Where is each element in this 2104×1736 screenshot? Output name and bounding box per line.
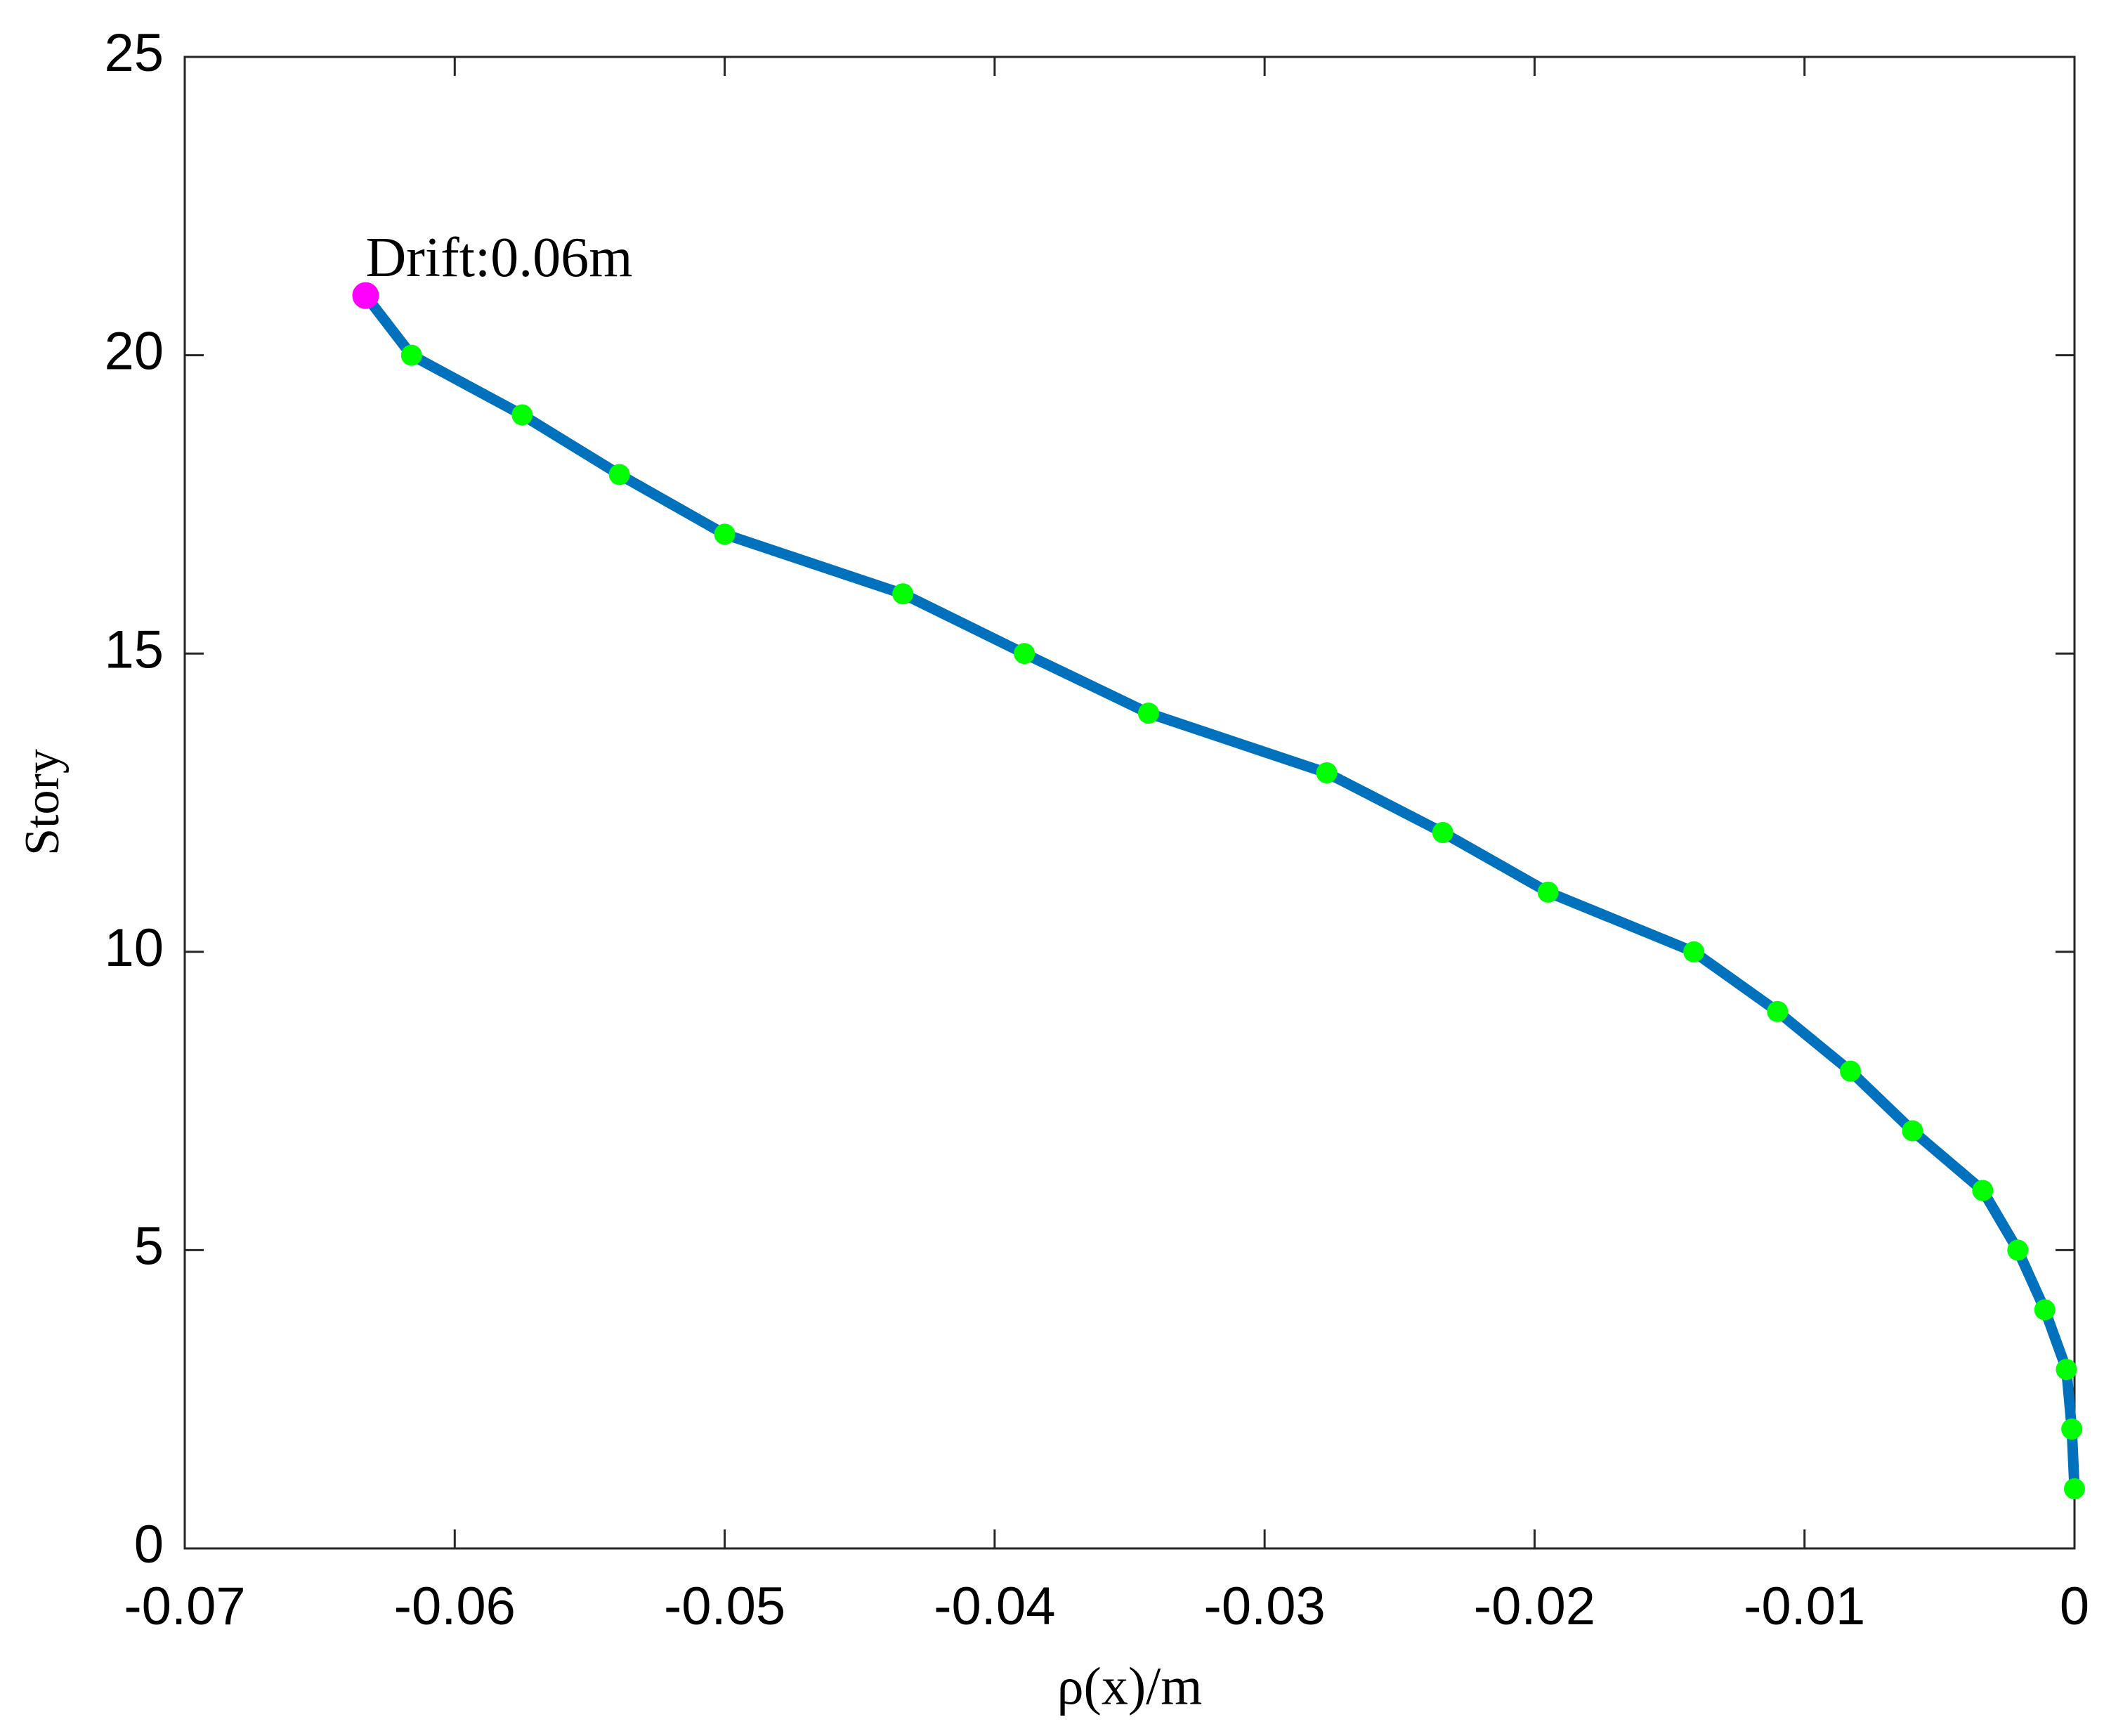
data-marker — [1767, 1000, 1789, 1022]
y-axis-label: Story — [15, 749, 70, 856]
data-marker — [1014, 643, 1035, 665]
data-marker — [511, 404, 533, 426]
data-marker — [1840, 1060, 1862, 1082]
x-axis-label: ρ(x)/m — [1057, 1657, 1203, 1716]
annotation: Drift:0.06m — [365, 227, 632, 289]
y-tick-label: 0 — [134, 1515, 164, 1574]
x-tick-label: -0.02 — [1474, 1577, 1595, 1636]
data-marker — [1972, 1180, 1994, 1201]
data-marker — [400, 344, 422, 366]
x-tick-label: 0 — [2060, 1577, 2089, 1636]
y-tick-label: 25 — [104, 23, 164, 83]
data-marker — [2056, 1359, 2077, 1381]
data-marker — [608, 464, 630, 485]
x-tick-label: -0.01 — [1744, 1577, 1865, 1636]
plot-frame — [183, 56, 2076, 1550]
data-marker — [2061, 1418, 2083, 1440]
x-tick-label: -0.04 — [934, 1577, 1055, 1636]
highlight-marker — [352, 282, 379, 309]
y-tick-label: 10 — [104, 918, 164, 978]
data-marker — [1683, 941, 1705, 962]
data-marker — [1902, 1120, 1923, 1142]
data-marker — [2007, 1239, 2029, 1261]
y-tick-label: 5 — [134, 1216, 164, 1276]
x-tick-label: -0.07 — [124, 1577, 245, 1636]
data-marker — [714, 523, 736, 545]
y-tick-label: 15 — [104, 620, 164, 679]
data-marker — [1137, 703, 1159, 724]
data-marker — [2064, 1478, 2085, 1500]
data-marker — [1432, 821, 1453, 843]
x-tick-label: -0.03 — [1204, 1577, 1326, 1636]
data-marker — [2034, 1299, 2056, 1321]
x-tick-label: -0.06 — [394, 1577, 516, 1636]
y-tick-label: 20 — [104, 322, 164, 381]
data-marker — [1537, 881, 1559, 903]
data-marker — [892, 583, 914, 605]
x-tick-label: -0.05 — [664, 1577, 785, 1636]
data-marker — [1316, 762, 1338, 784]
